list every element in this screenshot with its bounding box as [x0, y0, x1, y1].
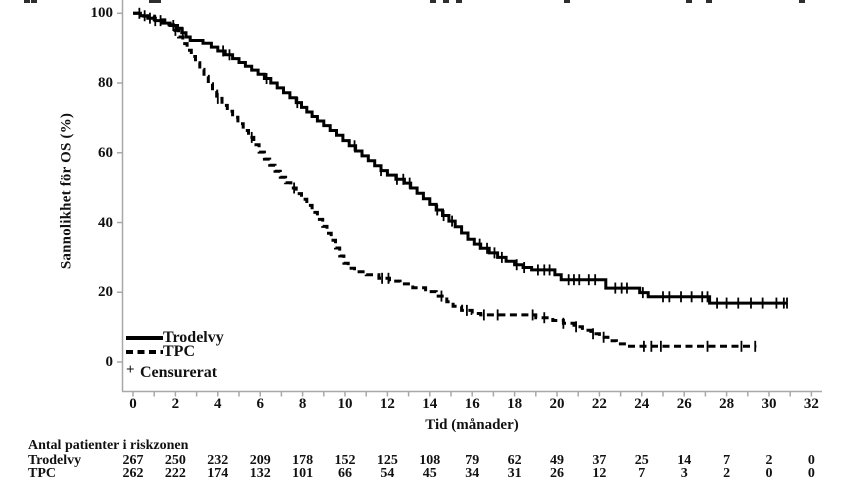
risk-table-value: 79	[465, 453, 480, 468]
x-tick-label: 22	[591, 396, 607, 412]
y-tick-label: 40	[98, 214, 113, 231]
risk-table-value: 0	[807, 466, 815, 481]
top-crop-mark	[430, 0, 436, 3]
legend-label-trodelvy: Trodelvy	[163, 329, 224, 346]
top-crop-mark	[456, 0, 462, 3]
risk-table-value: 101	[292, 466, 314, 481]
x-tick-label: 18	[507, 396, 523, 412]
risk-table-value: 66	[338, 466, 352, 481]
dashed-line-sample-icon	[126, 350, 163, 354]
x-tick-label: 6	[256, 396, 264, 412]
y-tick-label: 80	[98, 75, 113, 92]
x-tick-label: 32	[803, 396, 819, 412]
risk-table-value: 250	[164, 453, 186, 468]
x-tick-label: 8	[298, 396, 307, 412]
x-tick-label: 20	[549, 396, 565, 412]
risk-table-value: 34	[465, 466, 480, 481]
x-tick-label: 0	[129, 396, 137, 412]
legend-item-tpc: TPC	[126, 343, 224, 360]
risk-table-value: 2	[765, 453, 773, 468]
risk-table-value: 37	[592, 453, 607, 468]
y-tick-label: 60	[98, 144, 113, 161]
legend-item-censored: + Censurerat	[126, 361, 224, 381]
top-crop-mark	[149, 0, 155, 3]
x-tick-label: 26	[676, 396, 692, 412]
y-tick-label: 20	[98, 284, 113, 301]
risk-table-row-label: TPC	[28, 466, 56, 481]
x-tick-label: 10	[337, 396, 353, 412]
top-crop-mark	[799, 0, 805, 3]
risk-table-value: 7	[638, 466, 646, 481]
censor-plus-icon: +	[126, 361, 135, 378]
risk-table-value: 26	[550, 466, 564, 481]
risk-table-title: Antal patienter i riskzonen	[28, 438, 189, 453]
top-crop-mark	[24, 0, 30, 3]
legend: Trodelvy TPC + Censurerat	[126, 329, 224, 381]
x-tick-label: 12	[379, 396, 395, 412]
risk-table-value: 25	[634, 453, 649, 468]
risk-table-value: 2	[723, 466, 731, 481]
top-crop-mark	[443, 0, 449, 3]
risk-table-value: 178	[292, 453, 314, 468]
risk-table-value: 222	[164, 466, 186, 481]
x-axis-title: Tid (månader)	[425, 417, 519, 433]
risk-table-row-label: Trodelvy	[28, 453, 82, 468]
risk-table-value: 262	[122, 466, 144, 481]
risk-table-value: 12	[592, 466, 607, 481]
risk-table-value: 267	[122, 453, 144, 468]
x-tick-label: 24	[634, 396, 650, 412]
top-crop-mark	[31, 0, 37, 3]
risk-table-value: 174	[207, 466, 229, 481]
top-crop-mark	[155, 0, 161, 3]
legend-label-tpc: TPC	[163, 343, 195, 360]
y-tick-label: 0	[105, 354, 114, 370]
risk-table-value: 125	[376, 453, 398, 468]
top-crop-mark	[686, 0, 692, 3]
risk-table-value: 62	[507, 453, 522, 468]
risk-table-value: 108	[419, 453, 441, 468]
risk-table-value: 7	[723, 453, 731, 468]
solid-line-sample-icon	[126, 336, 163, 340]
x-tick-label: 16	[464, 396, 480, 412]
legend-label-censored: Censurerat	[140, 364, 218, 381]
risk-table-value: 232	[207, 453, 229, 468]
risk-table-value: 49	[550, 453, 564, 468]
risk-table-value: 45	[422, 466, 437, 481]
x-tick-label: 4	[214, 396, 222, 412]
risk-table-value: 132	[249, 466, 271, 481]
risk-table-value: 14	[677, 453, 692, 468]
y-tick-label: 100	[90, 5, 114, 22]
risk-table-value: 209	[249, 453, 271, 468]
y-axis-title: Sannolikhet för OS (%)	[58, 112, 75, 270]
x-tick-label: 14	[422, 396, 438, 412]
risk-table-value: 0	[765, 466, 773, 481]
risk-table-value: 31	[507, 466, 522, 481]
risk-table-value: 3	[680, 466, 688, 481]
risk-table-value: 54	[380, 466, 395, 481]
risk-table-value: 0	[807, 453, 815, 468]
x-tick-label: 2	[171, 396, 180, 412]
x-tick-label: 28	[719, 396, 735, 412]
legend-item-trodelvy: Trodelvy	[126, 329, 224, 346]
top-crop-mark	[564, 0, 570, 3]
x-tick-label: 30	[761, 396, 777, 412]
risk-table-value: 152	[334, 453, 356, 468]
top-crop-mark	[706, 0, 712, 3]
